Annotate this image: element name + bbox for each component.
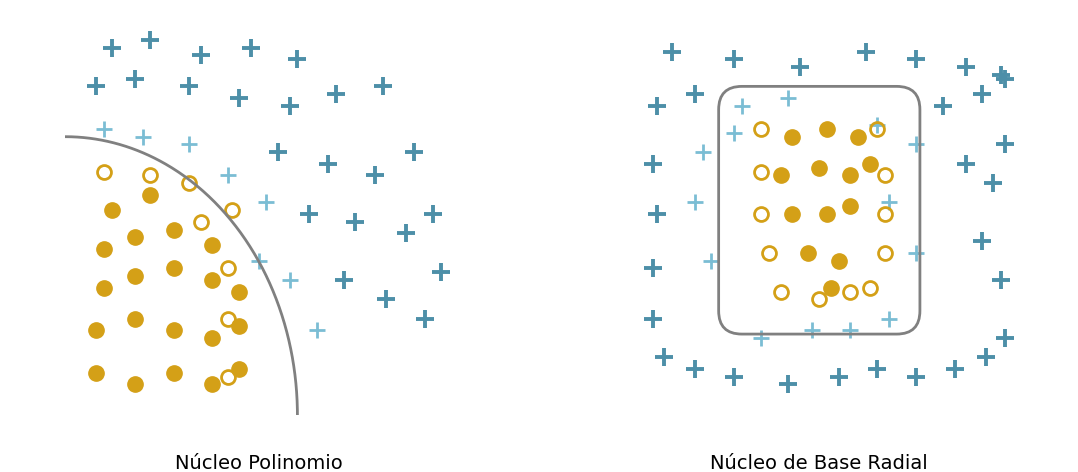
Text: Núcleo Polinomio: Núcleo Polinomio (175, 454, 343, 472)
Text: Núcleo de Base Radial: Núcleo de Base Radial (710, 454, 928, 472)
